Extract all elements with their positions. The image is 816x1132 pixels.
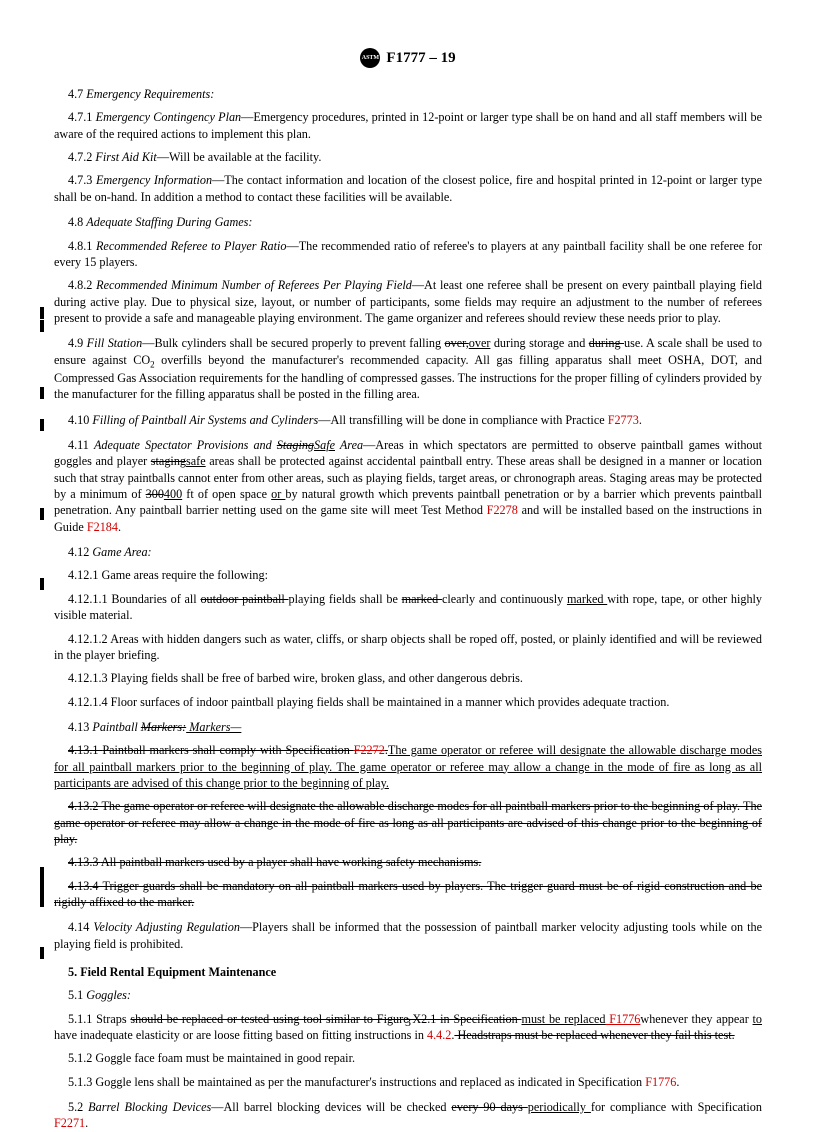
ref-f2271[interactable]: F2271 bbox=[54, 1116, 85, 1130]
change-bar bbox=[40, 578, 44, 590]
ref-f2773[interactable]: F2773 bbox=[608, 413, 639, 427]
section-4-8-group: 4.8 Adequate Staffing During Games: 4.8.… bbox=[54, 214, 762, 326]
section-4-12-group: 4.12 Game Area: 4.12.1 Game areas requir… bbox=[54, 544, 762, 710]
section-4-8-2: 4.8.2 Recommended Minimum Number of Refe… bbox=[54, 277, 762, 326]
section-4-13-3: 4.13.3 All paintball markers used by a p… bbox=[54, 854, 762, 870]
change-bar bbox=[40, 387, 44, 399]
ref-4-4-2[interactable]: 4.4.2 bbox=[427, 1028, 451, 1042]
section-4-7-group: 4.7 Emergency Requirements: 4.7.1 Emerge… bbox=[54, 86, 762, 205]
ref-f1776[interactable]: F1776 bbox=[645, 1075, 676, 1089]
section-5-2: 5.2 Barrel Blocking Devices—All barrel b… bbox=[54, 1099, 762, 1132]
section-4-11: 4.11 Adequate Spectator Provisions and S… bbox=[54, 437, 762, 535]
section-4-7-1: 4.7.1 Emergency Contingency Plan—Emergen… bbox=[54, 109, 762, 142]
change-bar bbox=[40, 508, 44, 520]
section-4-14: 4.14 Velocity Adjusting Regulation—Playe… bbox=[54, 919, 762, 952]
section-4-13-2: 4.13.2 The game operator or referee will… bbox=[54, 798, 762, 847]
section-4-12-1-3: 4.12.1.3 Playing fields shall be free of… bbox=[54, 670, 762, 686]
ref-f2184[interactable]: F2184 bbox=[87, 520, 118, 534]
section-4-10: 4.10 Filling of Paintball Air Systems an… bbox=[54, 412, 762, 428]
change-bar bbox=[40, 947, 44, 959]
change-bar bbox=[40, 419, 44, 431]
section-4-13-1: 4.13.1 Paintball markers shall comply wi… bbox=[54, 742, 762, 791]
section-4-7-3: 4.7.3 Emergency Information—The contact … bbox=[54, 172, 762, 205]
page-number: 3 bbox=[0, 1014, 816, 1030]
section-5-1-group: 5.1 Goggles: 5.1.1 Straps should be repl… bbox=[54, 987, 762, 1090]
ref-f2278[interactable]: F2278 bbox=[487, 503, 518, 517]
section-4-13-group: 4.13 Paintball Markers: Markers— 4.13.1 … bbox=[54, 719, 762, 910]
section-4-12-1-1: 4.12.1.1 Boundaries of all outdoor paint… bbox=[54, 591, 762, 624]
ref-f2272[interactable]: F2272 bbox=[354, 743, 385, 757]
change-bar bbox=[40, 320, 44, 332]
astm-logo-icon: ASTM bbox=[360, 48, 380, 68]
section-4-8: 4.8 Adequate Staffing During Games: bbox=[54, 214, 762, 230]
section-4-12-1-4: 4.12.1.4 Floor surfaces of indoor paintb… bbox=[54, 694, 762, 710]
section-4-13: 4.13 Paintball Markers: Markers— bbox=[54, 719, 762, 735]
section-4-8-1: 4.8.1 Recommended Referee to Player Rati… bbox=[54, 238, 762, 271]
section-4-12-1-2: 4.12.1.2 Areas with hidden dangers such … bbox=[54, 631, 762, 664]
section-4-7: 4.7 Emergency Requirements: bbox=[54, 86, 762, 102]
section-4-9: 4.9 Fill Station—Bulk cylinders shall be… bbox=[54, 335, 762, 403]
section-5-1: 5.1 Goggles: bbox=[54, 987, 762, 1003]
change-bar bbox=[40, 867, 44, 907]
heading-5: 5. Field Rental Equipment Maintenance bbox=[54, 964, 762, 980]
document-header: ASTM F1777 – 19 bbox=[54, 48, 762, 68]
section-5-1-2: 5.1.2 Goggle face foam must be maintaine… bbox=[54, 1050, 762, 1066]
section-4-12: 4.12 Game Area: bbox=[54, 544, 762, 560]
designation: F1777 – 19 bbox=[386, 48, 455, 68]
section-5-1-3: 5.1.3 Goggle lens shall be maintained as… bbox=[54, 1074, 762, 1090]
section-4-12-1: 4.12.1 Game areas require the following: bbox=[54, 567, 762, 583]
change-bar bbox=[40, 307, 44, 319]
section-4-7-2: 4.7.2 First Aid Kit—Will be available at… bbox=[54, 149, 762, 165]
section-4-13-4: 4.13.4 Trigger guards shall be mandatory… bbox=[54, 878, 762, 911]
